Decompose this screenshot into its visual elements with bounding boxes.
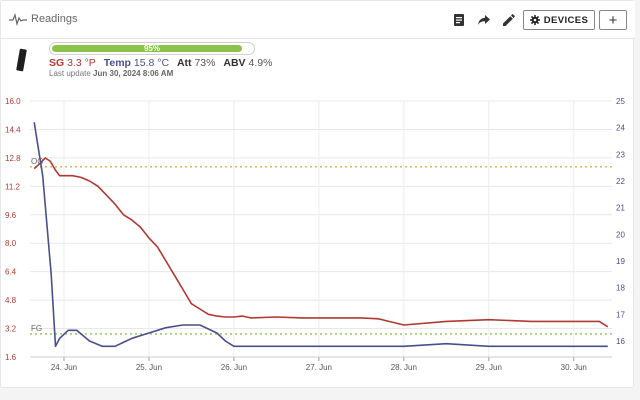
- y-right-tick-label: 18: [616, 284, 625, 293]
- readout-abv: ABV 4.9%: [223, 57, 272, 69]
- readout-sg: SG 3.3 °P: [49, 57, 96, 69]
- notes-icon: [454, 14, 464, 26]
- sg-label: SG: [49, 57, 65, 69]
- temp-value: 15.8 °C: [133, 57, 170, 69]
- share-icon: [478, 15, 490, 25]
- devices-button[interactable]: DEVICES: [523, 10, 595, 30]
- last-update-label: Last update: [49, 69, 91, 78]
- abv-label: ABV: [223, 57, 246, 69]
- sg-value: 3.3 °P: [67, 57, 96, 69]
- readings-chart[interactable]: 1.6 3.2 4.8 6.4 8.0 9.6 11.2 12.8 14.4 16.0 16 17 18…: [1, 84, 635, 389]
- att-label: Att: [176, 57, 192, 69]
- readout-att: Att 73%: [177, 57, 216, 69]
- series-line-temp: [33, 122, 608, 348]
- y-right-tick-label: 17: [616, 310, 625, 319]
- y-right-tick-label: 23: [616, 150, 625, 159]
- battery-bar: 95%: [49, 42, 255, 55]
- att-value: 73%: [194, 57, 216, 69]
- y-right-tick-label: 21: [616, 204, 625, 213]
- devices-button-label: DEVICES: [543, 14, 589, 26]
- hydrometer-device-icon: [16, 48, 27, 72]
- y-left-tick-label: 6.4: [5, 268, 17, 277]
- readouts-line: SG 3.3 °P Temp 15.8 °C Att 73% ABV 4.9%: [49, 57, 277, 69]
- card-title: Readings: [31, 13, 78, 25]
- y-right-tick-label: 20: [616, 230, 625, 239]
- y-right-tick-label: 22: [616, 177, 625, 186]
- add-button[interactable]: +: [599, 10, 627, 30]
- card-title-wrap: Readings: [9, 12, 77, 26]
- edit-button[interactable]: [499, 10, 519, 30]
- last-update: Last update Jun 30, 2024 8:06 AM: [49, 69, 173, 78]
- y-right-tick-label: 25: [616, 97, 625, 106]
- y-left-tick-label: 14.4: [5, 125, 21, 134]
- x-tick-label: 24. Jun: [51, 363, 77, 372]
- notes-button[interactable]: [449, 10, 469, 30]
- y-left-tick-label: 3.2: [5, 325, 17, 334]
- card-header: Readings: [1, 1, 635, 39]
- share-button[interactable]: [474, 10, 494, 30]
- y-left-tick-label: 11.2: [5, 182, 21, 191]
- x-tick-label: 27. Jun: [306, 363, 332, 372]
- battery-fill: [52, 45, 242, 52]
- y-left-tick-label: 8.0: [5, 239, 17, 248]
- edit-icon: [503, 14, 515, 26]
- y-left-tick-label: 12.8: [5, 154, 21, 163]
- gear-icon: [529, 15, 540, 25]
- x-tick-label: 25. Jun: [136, 363, 162, 372]
- series-line-sg: [33, 157, 609, 328]
- abv-value: 4.9%: [248, 57, 273, 69]
- y-right-tick-label: 16: [616, 337, 625, 346]
- y-right-tick-label: 24: [616, 124, 625, 133]
- pulse-icon: [9, 12, 27, 26]
- x-tick-label: 28. Jun: [391, 363, 417, 372]
- chart-svg: 1.6 3.2 4.8 6.4 8.0 9.6 11.2 12.8 14.4 16.0 16 17 18…: [5, 97, 625, 372]
- readout-temp: Temp 15.8 °C: [104, 57, 169, 69]
- y-left-tick-label: 9.6: [5, 211, 17, 220]
- x-tick-label: 26. Jun: [221, 363, 247, 372]
- battery-label: 95%: [143, 44, 160, 53]
- y-right-tick-label: 19: [616, 257, 625, 266]
- temp-label: Temp: [103, 57, 131, 69]
- annotation-label-fg: FG: [31, 324, 42, 333]
- y-left-tick-label: 1.6: [5, 353, 17, 362]
- last-update-value: Jun 30, 2024 8:06 AM: [93, 69, 174, 78]
- x-tick-label: 30. Jun: [561, 363, 587, 372]
- x-tick-label: 29. Jun: [476, 363, 502, 372]
- y-left-tick-label: 4.8: [5, 296, 17, 305]
- annotation-label-og: OG: [31, 157, 43, 166]
- readings-card: Readings: [0, 0, 635, 389]
- y-left-tick-label: 16.0: [5, 97, 21, 106]
